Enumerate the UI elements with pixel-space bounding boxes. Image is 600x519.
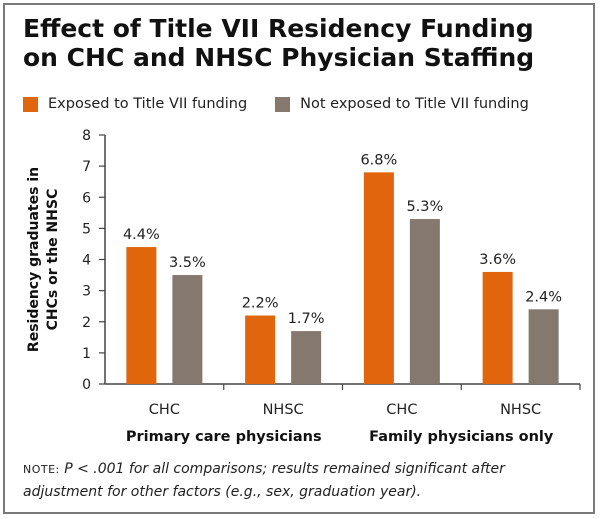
bar-exposed: [482, 271, 513, 384]
data-label: 3.5%: [169, 255, 206, 271]
legend-item-not-exposed: Not exposed to Title VII funding: [275, 96, 529, 112]
legend-item-exposed: Exposed to Title VII funding: [23, 96, 247, 112]
y-axis-label-line-2: CHCs or the NHSC: [45, 189, 61, 331]
chart-frame: [3, 3, 595, 514]
data-label: 6.8%: [360, 152, 397, 168]
legend: Exposed to Title VII funding Not exposed…: [23, 96, 557, 112]
y-tick-label: 7: [82, 159, 91, 175]
legend-swatch-exposed: [23, 96, 38, 112]
bar-exposed: [126, 247, 157, 384]
bar-not-exposed: [528, 309, 559, 384]
y-tick-label: 2: [82, 315, 91, 331]
bar-exposed: [245, 315, 276, 384]
y-tick-label: 1: [82, 346, 91, 362]
x-category-label: CHC: [386, 402, 417, 418]
data-label: 1.7%: [288, 311, 325, 327]
data-label: 3.6%: [479, 252, 516, 268]
legend-label-exposed: Exposed to Title VII funding: [48, 96, 248, 112]
x-category-label: NHSC: [500, 402, 541, 418]
data-label: 2.2%: [242, 296, 279, 312]
group-label: Primary care physicians: [126, 429, 322, 445]
chart-note: NOTE: P < .001 for all comparisons; resu…: [23, 458, 583, 504]
note-text: P < .001 for all comparisons; results re…: [23, 461, 505, 500]
y-tick-label: 5: [82, 221, 91, 237]
legend-swatch-not-exposed: [275, 96, 291, 112]
chart-title-line-1: Effect of Title VII Residency Funding: [23, 14, 534, 43]
bar-not-exposed: [172, 275, 203, 384]
data-label: 2.4%: [525, 289, 562, 305]
x-category-label: CHC: [149, 402, 180, 418]
bar-not-exposed: [409, 219, 440, 384]
y-tick-label: 8: [82, 128, 91, 144]
x-category-label: NHSC: [263, 402, 304, 418]
y-axis-label: Residency graduates in CHCs or the NHSC: [26, 167, 61, 352]
y-tick-label: 4: [82, 253, 91, 269]
bar-exposed: [363, 172, 394, 384]
legend-label-not-exposed: Not exposed to Title VII funding: [300, 96, 529, 112]
group-label: Family physicians only: [369, 429, 554, 445]
y-tick-label: 3: [82, 284, 91, 300]
bar-not-exposed: [291, 331, 322, 384]
y-axis-label-line-1: Residency graduates in: [26, 167, 42, 352]
y-tick-label: 0: [82, 377, 91, 393]
y-tick-label: 6: [82, 190, 91, 206]
data-label: 4.4%: [123, 227, 160, 243]
data-label: 5.3%: [406, 199, 443, 215]
chart-title-line-2: on CHC and NHSC Physician Staffing: [23, 43, 535, 72]
chart-title: Effect of Title VII Residency Funding on…: [23, 14, 583, 72]
note-label: NOTE:: [23, 463, 60, 476]
